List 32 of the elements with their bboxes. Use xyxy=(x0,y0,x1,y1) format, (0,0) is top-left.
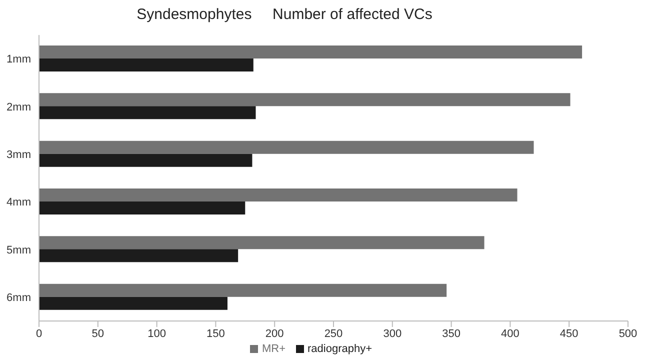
bar xyxy=(39,106,256,120)
y-tick-label: 4mm xyxy=(6,196,31,209)
x-tick-label: 200 xyxy=(265,328,284,340)
x-tick-label: 500 xyxy=(618,328,638,340)
legend-label: radiography+ xyxy=(308,343,372,355)
bar xyxy=(39,45,582,58)
x-tick-label: 250 xyxy=(324,328,343,340)
y-tick-label: 3mm xyxy=(6,149,31,162)
bar xyxy=(39,236,484,250)
x-tick-label: 100 xyxy=(148,328,166,340)
bar xyxy=(39,201,246,214)
x-tick-label: 400 xyxy=(501,328,520,340)
y-tick-label: 2mm xyxy=(6,101,31,114)
bar xyxy=(39,93,570,106)
x-tick-label: 450 xyxy=(560,328,578,340)
x-tick-label: 300 xyxy=(383,328,402,340)
x-tick-label: 350 xyxy=(442,328,460,340)
bar xyxy=(39,154,252,167)
y-tick-label: 1mm xyxy=(6,54,31,66)
y-tick-label: 5mm xyxy=(6,244,31,256)
x-tick-label: 150 xyxy=(206,328,225,340)
y-tick-label: 6mm xyxy=(6,292,31,304)
bar xyxy=(39,284,447,297)
bar xyxy=(39,58,254,72)
bar xyxy=(39,296,228,310)
bar xyxy=(39,249,238,262)
x-tick-label: 50 xyxy=(92,328,104,340)
x-tick-label: 0 xyxy=(36,328,42,340)
chart-title: Syndesmophytes Number of affected VCs xyxy=(136,6,434,23)
bar xyxy=(39,188,518,202)
bar xyxy=(39,140,534,154)
legend-label: MR+ xyxy=(262,343,286,355)
